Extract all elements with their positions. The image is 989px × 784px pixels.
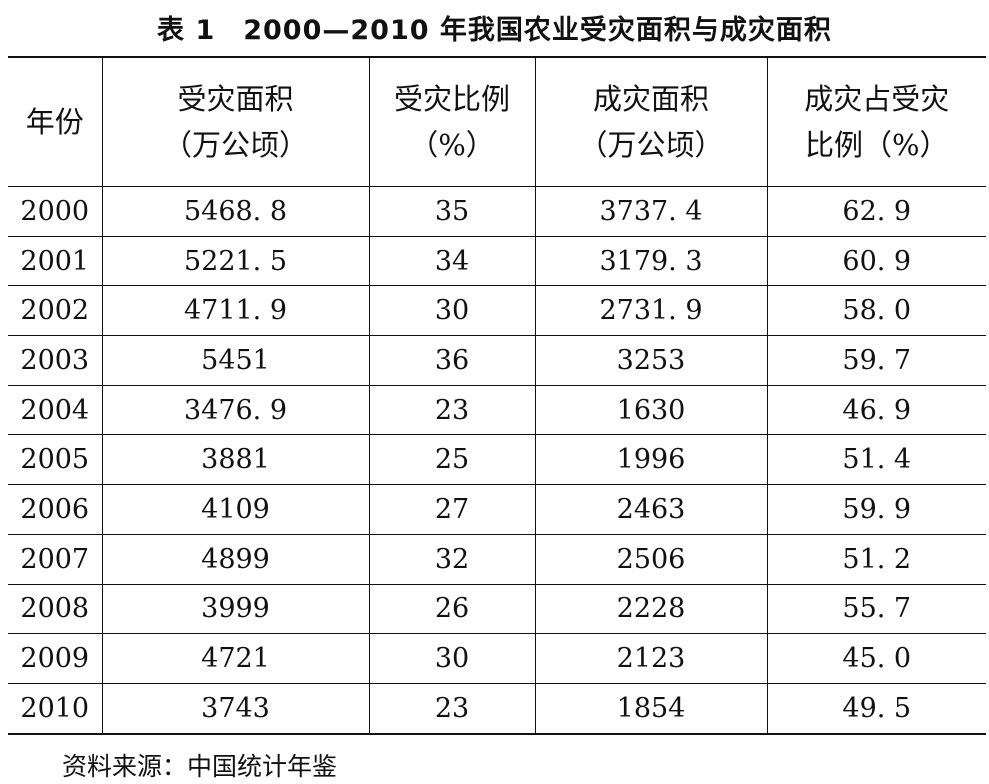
- cell-affected-area: 4711. 9: [101, 285, 369, 337]
- cell-damaged-area: 2731. 9: [534, 285, 767, 337]
- table-caption: 表 1 2000—2010 年我国农业受灾面积与成灾面积: [157, 15, 832, 46]
- table-row: 2010 3743 23 1854 49. 5: [8, 683, 986, 735]
- header-affected-area-line1: 受灾面积: [177, 82, 294, 116]
- cell-affected-area: 4109: [101, 484, 369, 535]
- cell-affected-ratio: 35: [368, 186, 535, 237]
- table-row: 2000 5468. 8 35 3737. 4 62. 9: [8, 186, 986, 237]
- cell-affected-area: 3881: [101, 434, 369, 486]
- cell-damaged-share: 58. 0: [766, 285, 986, 337]
- cell-year: 2004: [8, 385, 102, 436]
- cell-damaged-share: 60. 9: [766, 236, 986, 287]
- cell-damaged-share: 49. 5: [766, 683, 986, 735]
- cell-affected-ratio: 32: [368, 534, 535, 585]
- header-damaged-area-line2: （万公顷）: [578, 128, 724, 162]
- cell-affected-area: 5451: [101, 335, 369, 386]
- cell-year: 2003: [8, 335, 102, 386]
- cell-damaged-share: 51. 4: [766, 434, 986, 486]
- cell-year: 2002: [8, 285, 102, 337]
- header-year-line1: 年份: [25, 105, 84, 139]
- cell-year: 2005: [8, 434, 102, 486]
- cell-affected-ratio: 30: [368, 285, 535, 337]
- header-affected-ratio-line2: （%）: [409, 128, 495, 162]
- table-row: 2007 4899 32 2506 51. 2: [8, 534, 986, 585]
- cell-affected-ratio: 34: [368, 236, 535, 287]
- cell-year: 2001: [8, 236, 102, 287]
- data-source-note: 资料来源：中国统计年鉴: [62, 752, 338, 781]
- cell-affected-area: 3476. 9: [101, 385, 369, 436]
- cell-year: 2000: [8, 186, 102, 237]
- table-row: 2001 5221. 5 34 3179. 3 60. 9: [8, 236, 986, 287]
- cell-affected-ratio: 25: [368, 434, 535, 486]
- cell-affected-ratio: 26: [368, 584, 535, 635]
- cell-damaged-area: 2463: [534, 484, 767, 535]
- cell-damaged-share: 46. 9: [766, 385, 986, 436]
- header-damaged-area: 成灾面积 （万公顷）: [534, 56, 767, 187]
- cell-affected-ratio: 23: [368, 683, 535, 735]
- cell-damaged-area: 3179. 3: [534, 236, 767, 287]
- cell-affected-area: 3999: [101, 584, 369, 635]
- cell-year: 2007: [8, 534, 102, 585]
- cell-damaged-share: 59. 9: [766, 484, 986, 535]
- cell-affected-ratio: 30: [368, 633, 535, 684]
- table-row: 2009 4721 30 2123 45. 0: [8, 633, 986, 684]
- header-damaged-area-line1: 成灾面积: [592, 82, 709, 116]
- table-row: 2002 4711. 9 30 2731. 9 58. 0: [8, 285, 986, 337]
- cell-damaged-area: 1854: [534, 683, 767, 735]
- cell-affected-ratio: 23: [368, 385, 535, 436]
- disaster-area-table: 年份 受灾面积 （万公顷） 受灾比例 （%） 成灾面积 （万公顷） 成灾占受灾 …: [8, 56, 986, 735]
- cell-damaged-area: 2228: [534, 584, 767, 635]
- cell-year: 2009: [8, 633, 102, 684]
- cell-damaged-share: 55. 7: [766, 584, 986, 635]
- header-affected-area-line2: （万公顷）: [162, 128, 308, 162]
- cell-damaged-area: 2506: [534, 534, 767, 585]
- header-row: 年份 受灾面积 （万公顷） 受灾比例 （%） 成灾面积 （万公顷） 成灾占受灾 …: [8, 56, 986, 187]
- cell-affected-area: 4721: [101, 633, 369, 684]
- table-row: 2003 5451 36 3253 59. 7: [8, 335, 986, 386]
- cell-affected-ratio: 36: [368, 335, 535, 386]
- cell-damaged-area: 3737. 4: [534, 186, 767, 237]
- cell-affected-area: 5221. 5: [101, 236, 369, 287]
- cell-year: 2010: [8, 683, 102, 735]
- cell-year: 2008: [8, 584, 102, 635]
- cell-damaged-share: 59. 7: [766, 335, 986, 386]
- header-damaged-share-line2: 比例（%）: [804, 128, 949, 162]
- table-row: 2005 3881 25 1996 51. 4: [8, 434, 986, 486]
- cell-affected-area: 3743: [101, 683, 369, 735]
- cell-damaged-share: 45. 0: [766, 633, 986, 684]
- table-row: 2008 3999 26 2228 55. 7: [8, 584, 986, 635]
- header-affected-area: 受灾面积 （万公顷）: [101, 56, 369, 187]
- header-year: 年份: [8, 56, 102, 187]
- table-row: 2004 3476. 9 23 1630 46. 9: [8, 385, 986, 436]
- header-affected-ratio-line1: 受灾比例: [393, 82, 510, 116]
- cell-affected-area: 4899: [101, 534, 369, 585]
- cell-damaged-area: 3253: [534, 335, 767, 386]
- cell-damaged-share: 51. 2: [766, 534, 986, 585]
- cell-affected-area: 5468. 8: [101, 186, 369, 237]
- header-affected-ratio: 受灾比例 （%）: [368, 56, 535, 187]
- cell-year: 2006: [8, 484, 102, 535]
- cell-damaged-area: 2123: [534, 633, 767, 684]
- cell-damaged-area: 1996: [534, 434, 767, 486]
- cell-damaged-share: 62. 9: [766, 186, 986, 237]
- header-damaged-share: 成灾占受灾 比例（%）: [766, 56, 986, 187]
- table-row: 2006 4109 27 2463 59. 9: [8, 484, 986, 535]
- cell-affected-ratio: 27: [368, 484, 535, 535]
- header-damaged-share-line1: 成灾占受灾: [804, 82, 950, 116]
- cell-damaged-area: 1630: [534, 385, 767, 436]
